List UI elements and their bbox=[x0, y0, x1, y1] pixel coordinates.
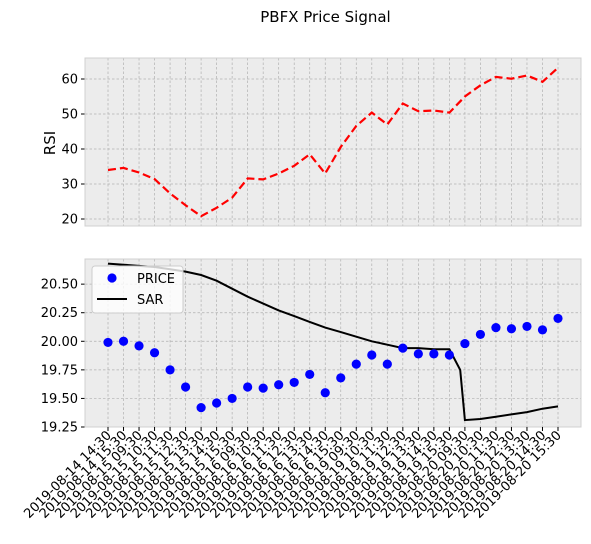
price-point bbox=[243, 382, 253, 392]
legend: PRICE SAR bbox=[91, 265, 184, 314]
y-tick-label: 20.25 bbox=[41, 306, 78, 321]
price-point bbox=[289, 377, 299, 388]
price-point bbox=[506, 324, 517, 334]
price-point bbox=[134, 341, 144, 351]
y-tick-label: 19.50 bbox=[41, 392, 78, 407]
y-tick-label: 19.25 bbox=[41, 421, 78, 436]
price-point bbox=[413, 349, 423, 359]
price-point bbox=[118, 336, 129, 346]
price-point bbox=[522, 321, 532, 332]
price-point bbox=[491, 322, 501, 333]
price-point bbox=[180, 382, 191, 392]
y-tick-label: 50 bbox=[61, 108, 78, 123]
price-point bbox=[336, 373, 346, 383]
figure-title: PBFX Price Signal bbox=[260, 8, 391, 26]
price-point bbox=[196, 402, 206, 413]
rsi-panel: 20 30 40 50 60 RSI bbox=[41, 57, 582, 228]
price-point bbox=[258, 383, 268, 393]
legend-price-label: PRICE bbox=[137, 272, 175, 287]
price-point bbox=[398, 343, 408, 353]
plot-frame bbox=[84, 57, 582, 227]
price-point bbox=[320, 388, 330, 398]
plot-area bbox=[85, 58, 581, 226]
price-point bbox=[367, 350, 377, 360]
y-tick-label: 19.75 bbox=[41, 363, 78, 378]
price-point bbox=[429, 349, 439, 359]
price-point bbox=[274, 380, 284, 390]
price-point bbox=[382, 359, 392, 369]
price-panel: 19.2519.5019.7520.0020.2520.502019-08-14… bbox=[21, 258, 582, 522]
rsi-axis-label: RSI bbox=[41, 131, 59, 155]
y-tick-label: 40 bbox=[61, 143, 78, 158]
price-point bbox=[103, 337, 113, 348]
price-point bbox=[460, 338, 470, 349]
sar-line bbox=[107, 262, 559, 422]
price-point bbox=[212, 398, 222, 408]
price-point bbox=[537, 325, 548, 335]
y-tick-label: 60 bbox=[61, 73, 78, 88]
price-point bbox=[475, 329, 486, 340]
price-point bbox=[149, 348, 160, 358]
y-tick-label: 20.00 bbox=[41, 335, 78, 350]
y-tick-label: 20.50 bbox=[41, 278, 78, 293]
price-point bbox=[351, 359, 361, 369]
y-tick-label: 20 bbox=[61, 213, 78, 228]
price-point bbox=[444, 350, 454, 360]
legend-price-marker bbox=[107, 273, 117, 283]
plot-frame bbox=[84, 258, 582, 428]
price-point bbox=[165, 365, 175, 375]
y-tick-label: 30 bbox=[61, 178, 78, 193]
legend-sar-label: SAR bbox=[137, 293, 163, 308]
price-point bbox=[227, 393, 237, 404]
price-point bbox=[553, 313, 563, 324]
price-point bbox=[305, 369, 315, 380]
rsi-line bbox=[107, 66, 559, 218]
